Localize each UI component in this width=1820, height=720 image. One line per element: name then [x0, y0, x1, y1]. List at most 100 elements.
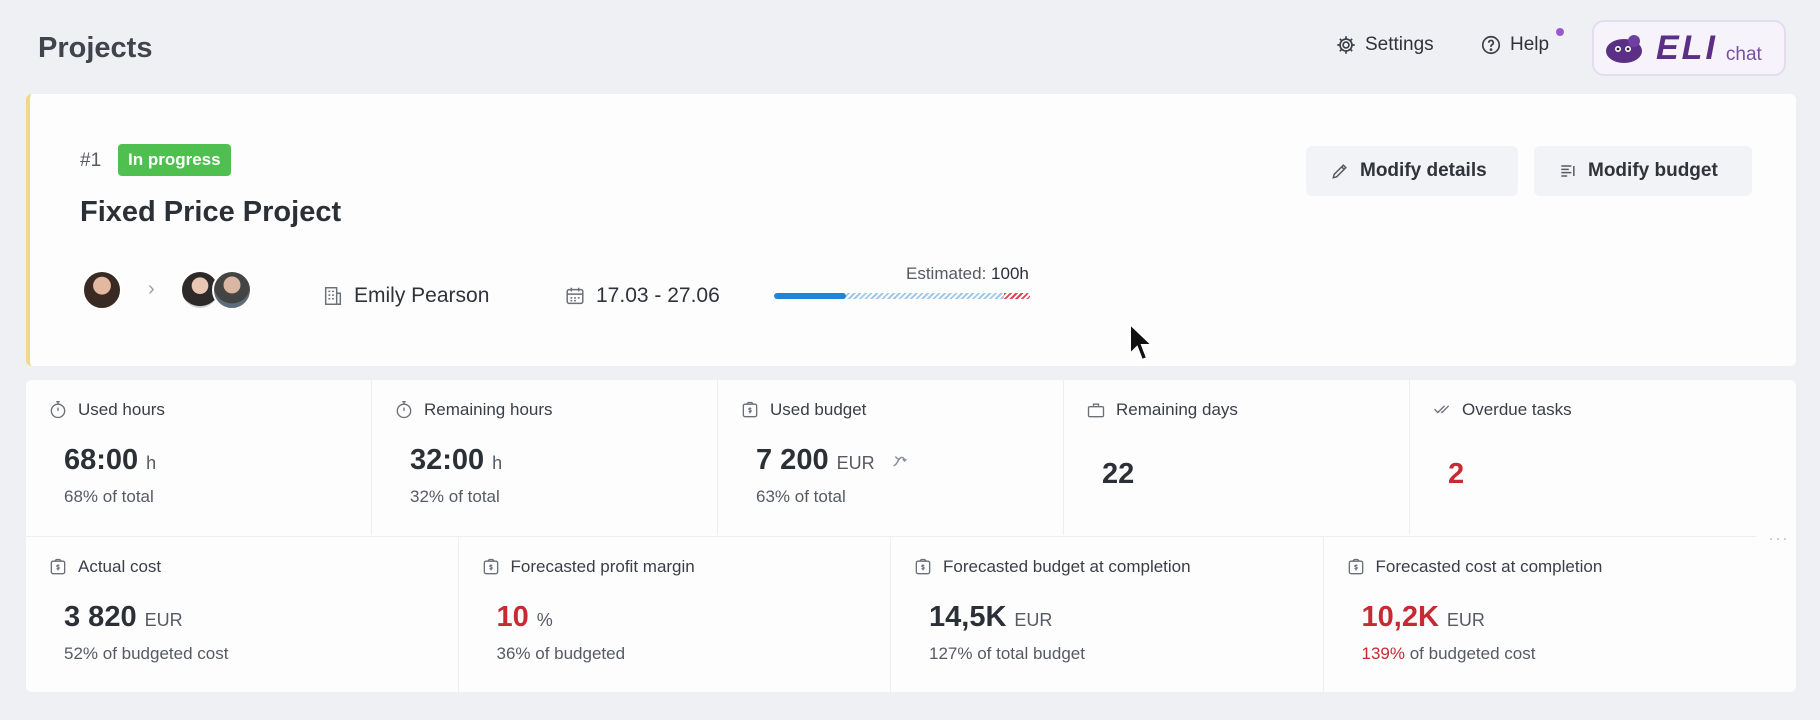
metric-sub: 63% of total — [756, 487, 846, 506]
eli-chat-label: chat — [1725, 44, 1762, 65]
metric-sub-text: of budgeted cost — [1409, 644, 1536, 663]
gear-icon — [1337, 36, 1355, 54]
metric-number: 14,5K — [929, 601, 1007, 633]
estimated-value: 100h — [991, 264, 1029, 283]
avatar-member[interactable] — [212, 270, 252, 310]
metric-forecasted-cost: Forecasted cost at completion 10,2K EUR 1… — [1324, 537, 1757, 692]
metric-number: 2 — [1448, 458, 1465, 490]
money-bag-icon — [50, 558, 66, 575]
metric-label-text: Overdue tasks — [1462, 400, 1572, 419]
double-check-icon — [1434, 405, 1450, 414]
trend-icon[interactable] — [889, 450, 911, 472]
list-icon — [1561, 165, 1575, 177]
metric-label-text: Forecasted budget at completion — [943, 557, 1191, 576]
metric-unit: h — [146, 453, 157, 473]
metric-label-text: Forecasted cost at completion — [1375, 557, 1603, 576]
project-title: Fixed Price Project — [80, 196, 342, 228]
status-badge: In progress — [118, 144, 231, 176]
metric-unit: h — [492, 453, 503, 473]
money-bag-icon — [742, 401, 758, 418]
metric-number: 10 — [496, 601, 529, 633]
metric-label-text: Used budget — [770, 400, 867, 419]
metrics-row-hours: Used hours 68:00 h 68% of total Remaining… — [26, 380, 1756, 535]
more-options-icon[interactable]: ··· — [1768, 528, 1789, 548]
client-name: Emily Pearson — [354, 284, 490, 307]
building-icon — [324, 287, 342, 305]
metric-remaining-days: Remaining days 22 — [1064, 380, 1410, 535]
metric-value: 68:00 h — [64, 444, 156, 477]
metric-value: 14,5K EUR — [929, 601, 1052, 634]
metric-label: Forecasted profit margin — [481, 557, 695, 577]
metric-label-text: Used hours — [78, 400, 165, 419]
metric-sub: 139% of budgeted cost — [1362, 644, 1536, 664]
help-button[interactable]: Help — [1480, 34, 1549, 56]
metric-value: 2 — [1448, 458, 1464, 491]
eli-mascot-icon — [1606, 35, 1642, 63]
metric-forecasted-profit-margin: Forecasted profit margin 10% 36% of budg… — [459, 537, 891, 692]
metric-number: 10,2K — [1361, 601, 1439, 633]
metric-sub: 52% of budgeted cost — [64, 644, 229, 663]
metric-number: 22 — [1102, 458, 1135, 490]
metric-number: 3 820 — [64, 601, 137, 633]
hours-progress-bar — [774, 293, 1030, 299]
calendar-icon — [566, 287, 584, 305]
progress-fill — [774, 293, 846, 299]
metric-unit: EUR — [1446, 610, 1485, 630]
metric-used-hours: Used hours 68:00 h 68% of total — [26, 380, 372, 535]
metrics-card: Used hours 68:00 h 68% of total Remaining… — [26, 380, 1796, 692]
metric-number: 32:00 — [410, 444, 485, 476]
metric-sub-highlight: 139% — [1361, 644, 1405, 663]
metric-used-budget: Used budget 7 200 EUR 63% of total — [718, 380, 1064, 535]
modify-details-button[interactable]: Modify details — [1306, 146, 1518, 196]
top-bar: Projects Settings Help ELI chat — [0, 0, 1820, 96]
metric-label: Used budget — [740, 400, 866, 420]
metric-value: 3 820 EUR — [64, 601, 183, 634]
metric-forecasted-budget: Forecasted budget at completion 14,5K EUR… — [891, 537, 1324, 692]
project-dates: 17.03 - 27.06 — [564, 284, 720, 308]
estimated-label: Estimated: — [906, 264, 987, 283]
metric-label: Used hours — [48, 400, 165, 420]
money-bag-icon — [915, 558, 931, 575]
stopwatch-icon — [396, 401, 412, 419]
page-title: Projects — [38, 32, 153, 64]
metrics-row-costs: Actual cost 3 820 EUR 52% of budgeted cos… — [26, 536, 1756, 692]
settings-label: Settings — [1365, 34, 1434, 55]
metric-label: Actual cost — [48, 557, 161, 577]
metric-value: 32:00 h — [410, 444, 502, 477]
metric-label: Remaining days — [1086, 400, 1238, 420]
stopwatch-icon — [50, 401, 66, 419]
pencil-icon — [1332, 164, 1347, 179]
metric-remaining-hours: Remaining hours 32:00 h 32% of total — [372, 380, 718, 535]
metric-label-text: Remaining hours — [424, 400, 553, 419]
project-number: #1 — [80, 150, 102, 171]
date-range: 17.03 - 27.06 — [596, 284, 720, 307]
briefcase-icon — [1087, 403, 1105, 418]
project-client: Emily Pearson — [322, 284, 489, 308]
money-bag-icon — [483, 558, 498, 575]
chevron-right-icon: › — [148, 278, 155, 300]
metric-actual-cost: Actual cost 3 820 EUR 52% of budgeted cos… — [26, 537, 459, 692]
help-icon — [1481, 35, 1501, 55]
modify-budget-button[interactable]: Modify budget — [1534, 146, 1752, 196]
metric-unit: EUR — [1014, 610, 1053, 630]
settings-button[interactable]: Settings — [1335, 34, 1434, 56]
metric-label-text: Forecasted profit margin — [510, 557, 695, 576]
money-bag-icon — [1348, 558, 1363, 575]
metric-label: Forecasted budget at completion — [913, 557, 1191, 577]
eli-chat-button[interactable]: ELI chat — [1592, 20, 1786, 76]
metric-label: Remaining hours — [394, 400, 553, 420]
metric-label: Overdue tasks — [1432, 400, 1572, 420]
help-notification-dot — [1556, 28, 1564, 36]
metric-overdue-tasks[interactable]: Overdue tasks 2 — [1410, 380, 1756, 535]
avatar-manager[interactable] — [82, 270, 122, 310]
metric-value: 7 200 EUR — [756, 444, 911, 477]
modify-budget-label: Modify budget — [1588, 160, 1718, 181]
metric-number: 68:00 — [64, 444, 139, 476]
metric-unit: EUR — [144, 610, 183, 630]
modify-details-label: Modify details — [1360, 160, 1487, 181]
estimated-hours: Estimated: 100h — [906, 264, 1029, 284]
metric-unit: % — [536, 610, 553, 630]
mouse-cursor-icon — [1129, 322, 1154, 362]
metric-sub: 32% of total — [410, 487, 500, 506]
help-label: Help — [1510, 34, 1550, 55]
